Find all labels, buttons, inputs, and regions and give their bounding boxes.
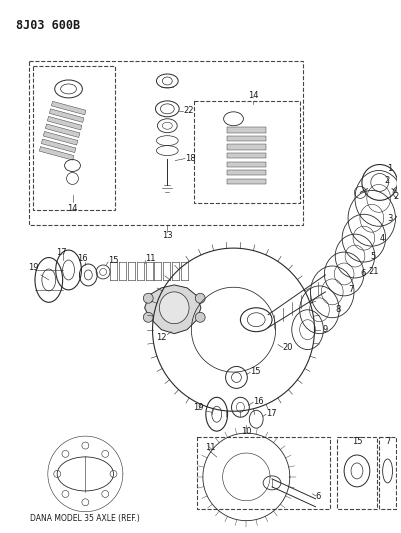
Text: 12: 12	[156, 333, 167, 342]
Polygon shape	[41, 139, 76, 152]
Polygon shape	[227, 170, 266, 175]
Polygon shape	[49, 109, 84, 123]
Polygon shape	[227, 136, 266, 141]
Text: 1: 1	[387, 164, 392, 173]
Polygon shape	[47, 116, 82, 130]
Text: 7: 7	[385, 437, 390, 446]
Text: 19: 19	[193, 403, 204, 412]
Text: 5: 5	[371, 252, 376, 261]
Text: 9: 9	[322, 325, 328, 334]
Text: 14: 14	[248, 91, 259, 100]
Circle shape	[195, 293, 205, 303]
Polygon shape	[227, 161, 266, 167]
Text: 2: 2	[393, 192, 399, 201]
Polygon shape	[227, 127, 266, 133]
Bar	[194, 101, 300, 203]
Polygon shape	[45, 124, 80, 138]
Text: DANA MODEL 35 AXLE (REF.): DANA MODEL 35 AXLE (REF.)	[30, 514, 140, 523]
Text: 7: 7	[348, 285, 353, 294]
Polygon shape	[227, 153, 266, 158]
Polygon shape	[227, 179, 266, 184]
Polygon shape	[145, 285, 201, 334]
Text: 15: 15	[352, 437, 362, 446]
Circle shape	[143, 293, 153, 303]
Text: 21: 21	[369, 268, 379, 277]
Text: 4: 4	[380, 233, 385, 243]
Polygon shape	[227, 144, 266, 150]
Polygon shape	[43, 132, 78, 145]
Text: 15: 15	[250, 367, 261, 376]
Bar	[379, 437, 397, 508]
Bar	[33, 66, 115, 211]
Text: 22: 22	[183, 106, 194, 115]
Polygon shape	[39, 147, 74, 160]
Text: 10: 10	[241, 426, 251, 435]
Bar	[197, 437, 330, 508]
Text: 8J03 600B: 8J03 600B	[16, 19, 80, 33]
Ellipse shape	[160, 292, 189, 324]
Bar	[29, 61, 303, 225]
Text: 15: 15	[108, 255, 119, 264]
Text: 16: 16	[77, 254, 88, 263]
Text: 3: 3	[388, 214, 393, 223]
Text: 18: 18	[185, 154, 196, 163]
Text: 14: 14	[67, 204, 78, 213]
Text: 16: 16	[253, 397, 264, 406]
Circle shape	[143, 312, 153, 322]
Text: 13: 13	[162, 231, 173, 240]
Text: 6: 6	[360, 270, 365, 278]
Text: 20: 20	[283, 343, 294, 352]
Polygon shape	[51, 101, 86, 115]
Circle shape	[195, 312, 205, 322]
Bar	[337, 437, 377, 508]
Text: 6: 6	[316, 492, 321, 502]
Text: 17: 17	[56, 247, 66, 256]
Text: 11: 11	[145, 254, 155, 263]
Text: 8: 8	[335, 305, 340, 314]
Text: 2: 2	[385, 176, 390, 185]
Text: 17: 17	[266, 409, 277, 418]
Text: 11: 11	[205, 442, 215, 451]
Text: 19: 19	[28, 263, 39, 272]
